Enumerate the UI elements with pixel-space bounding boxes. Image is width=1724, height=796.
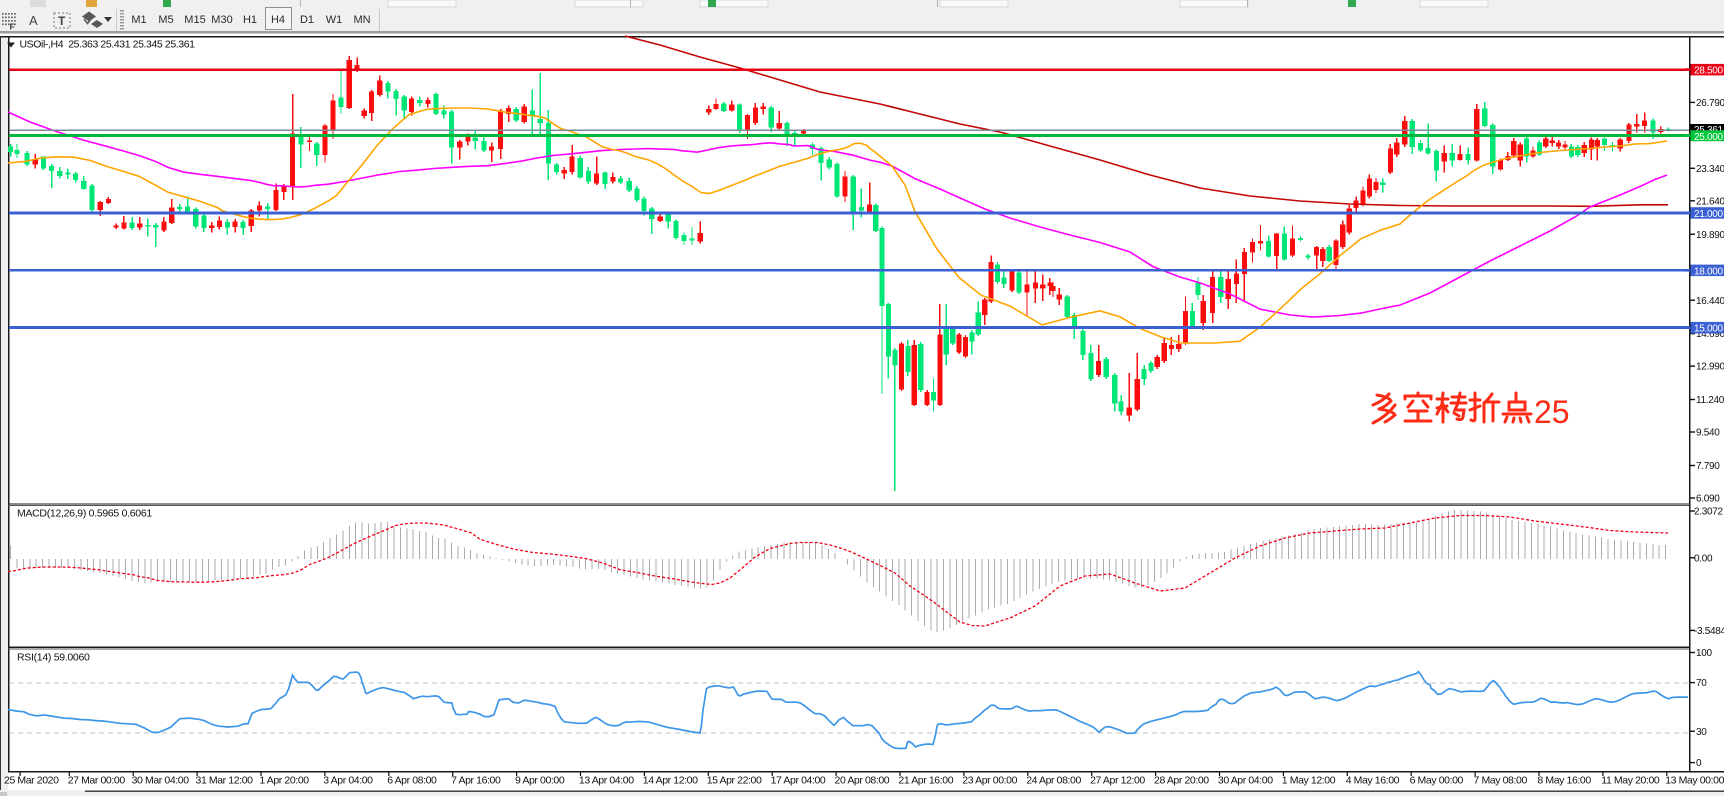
svg-text:7.790: 7.790 (1696, 461, 1720, 472)
svg-text:0.00: 0.00 (1694, 553, 1713, 564)
svg-text:13 Apr 04:00: 13 Apr 04:00 (579, 775, 634, 787)
svg-text:RSI(14) 59.0060: RSI(14) 59.0060 (17, 652, 90, 664)
svg-text:11 May 20:00: 11 May 20:00 (1601, 775, 1660, 787)
svg-text:14 Apr 12:00: 14 Apr 12:00 (643, 775, 698, 787)
svg-text:30 Mar 04:00: 30 Mar 04:00 (132, 775, 190, 787)
svg-text:F: F (10, 22, 15, 32)
svg-text:16.440: 16.440 (1696, 296, 1724, 307)
svg-text:7 May 08:00: 7 May 08:00 (1474, 775, 1528, 787)
svg-text:M5: M5 (158, 14, 173, 26)
svg-text:9.540: 9.540 (1696, 428, 1720, 439)
svg-text:3 Apr 04:00: 3 Apr 04:00 (323, 775, 373, 787)
svg-text:17 Apr 04:00: 17 Apr 04:00 (771, 775, 826, 787)
svg-text:28 Apr 20:00: 28 Apr 20:00 (1154, 775, 1209, 787)
svg-text:4 May 16:00: 4 May 16:00 (1346, 775, 1400, 787)
svg-text:T: T (58, 14, 66, 28)
svg-text:6 Apr 08:00: 6 Apr 08:00 (387, 775, 437, 787)
svg-text:9 Apr 00:00: 9 Apr 00:00 (515, 775, 565, 787)
svg-text:25: 25 (1534, 394, 1570, 430)
svg-text:25 Mar 2020: 25 Mar 2020 (4, 775, 59, 787)
svg-text:70: 70 (1696, 678, 1707, 689)
svg-text:8 May 16:00: 8 May 16:00 (1537, 775, 1591, 787)
svg-text:H1: H1 (243, 14, 257, 26)
svg-text:13 May 00:00: 13 May 00:00 (1665, 775, 1724, 787)
svg-text:1 May 12:00: 1 May 12:00 (1282, 775, 1336, 787)
svg-text:24 Apr 08:00: 24 Apr 08:00 (1026, 775, 1081, 787)
svg-text:14.690: 14.690 (1696, 329, 1724, 340)
svg-text:W1: W1 (326, 14, 343, 26)
svg-text:6.090: 6.090 (1696, 494, 1720, 505)
svg-text:30 Apr 04:00: 30 Apr 04:00 (1218, 775, 1273, 787)
svg-text:31 Mar 12:00: 31 Mar 12:00 (196, 775, 254, 787)
svg-text:USOil-,H4 25.363 25.431 25.34: USOil-,H4 25.363 25.431 25.345 25.361 (20, 39, 196, 51)
svg-text:12.990: 12.990 (1696, 362, 1724, 373)
svg-text:6 May 00:00: 6 May 00:00 (1410, 775, 1464, 787)
svg-text:21 Apr 16:00: 21 Apr 16:00 (898, 775, 953, 787)
svg-text:2.3072: 2.3072 (1694, 507, 1724, 518)
svg-text:18.000: 18.000 (1694, 266, 1724, 277)
svg-text:H4: H4 (271, 14, 285, 26)
svg-text:25.000: 25.000 (1694, 132, 1724, 143)
svg-text:7 Apr 16:00: 7 Apr 16:00 (451, 775, 501, 787)
svg-text:M1: M1 (131, 14, 146, 26)
svg-text:-3.5484: -3.5484 (1694, 626, 1724, 637)
svg-text:MACD(12,26,9) 0.5965 0.6061: MACD(12,26,9) 0.5965 0.6061 (17, 508, 152, 520)
svg-text:23.340: 23.340 (1696, 164, 1724, 175)
svg-text:M30: M30 (211, 14, 232, 26)
svg-text:20 Apr 08:00: 20 Apr 08:00 (835, 775, 890, 787)
svg-text:A: A (29, 13, 38, 28)
svg-text:26.790: 26.790 (1696, 98, 1724, 109)
svg-text:0: 0 (1696, 758, 1702, 769)
svg-text:15 Apr 22:00: 15 Apr 22:00 (707, 775, 762, 787)
svg-text:21.640: 21.640 (1696, 196, 1724, 207)
svg-text:27 Apr 12:00: 27 Apr 12:00 (1090, 775, 1145, 787)
svg-text:27 Mar 00:00: 27 Mar 00:00 (68, 775, 126, 787)
svg-text:23 Apr 00:00: 23 Apr 00:00 (962, 775, 1017, 787)
svg-text:MN: MN (353, 14, 370, 26)
svg-text:100: 100 (1696, 648, 1713, 659)
svg-text:21.000: 21.000 (1694, 209, 1724, 220)
svg-text:30: 30 (1696, 727, 1707, 738)
svg-text:1 Apr 20:00: 1 Apr 20:00 (259, 775, 309, 787)
svg-text:M15: M15 (184, 14, 205, 26)
svg-text:28.500: 28.500 (1694, 66, 1724, 77)
svg-text:19.890: 19.890 (1696, 230, 1724, 241)
svg-text:15.000: 15.000 (1694, 324, 1724, 335)
svg-text:11.240: 11.240 (1696, 395, 1724, 406)
svg-text:D1: D1 (300, 14, 314, 26)
